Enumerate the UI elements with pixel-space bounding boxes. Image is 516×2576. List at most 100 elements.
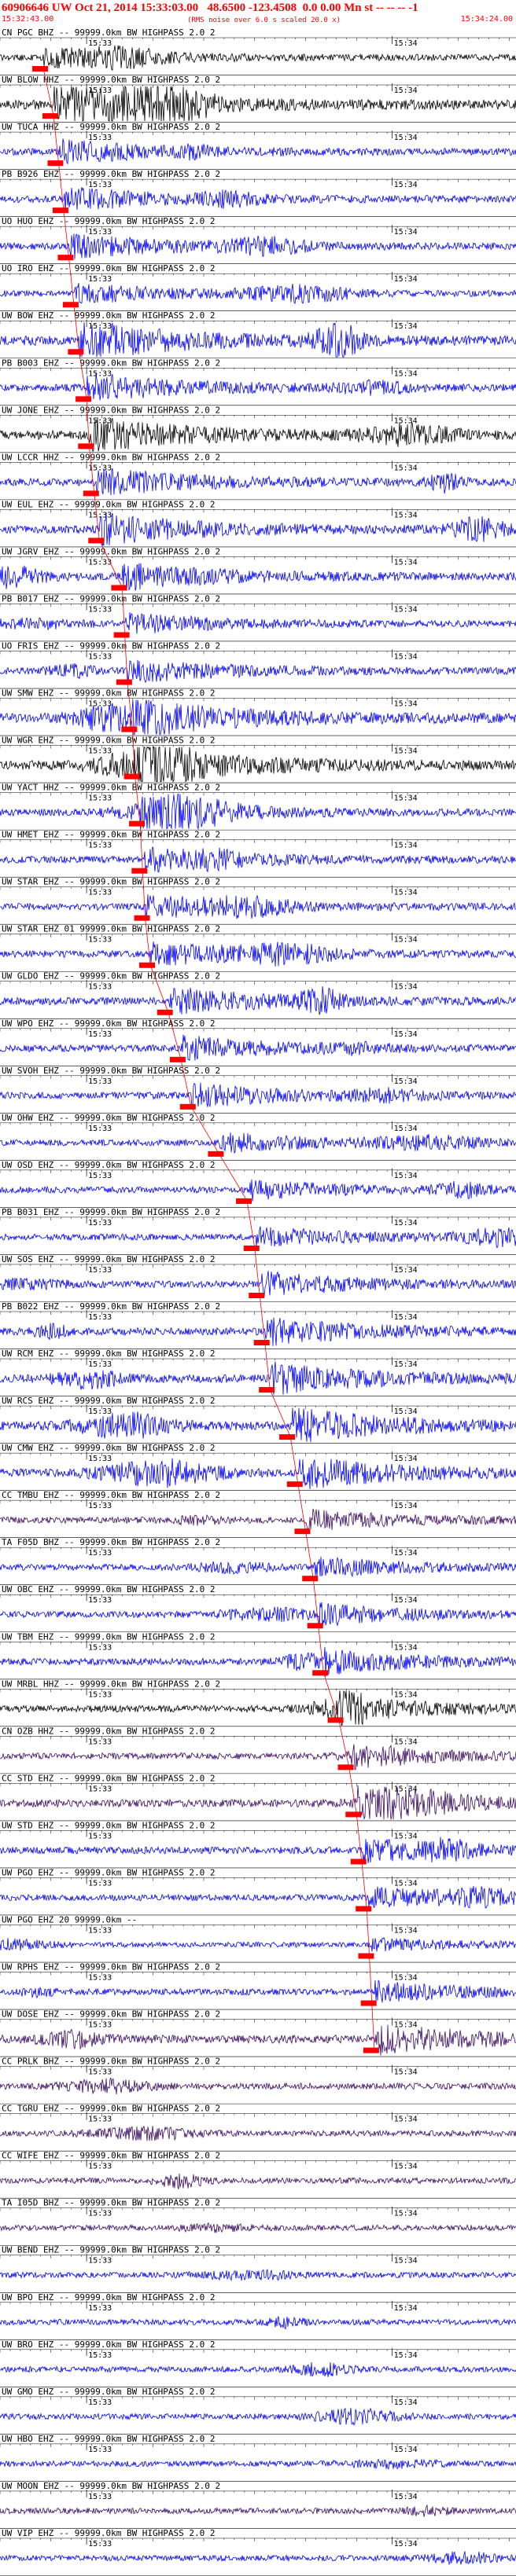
trace-row: 15:33 15:34 UW WGR EHZ -- 99999.0km BW HIG… — [0, 736, 516, 783]
pick-marker — [47, 160, 64, 167]
tick-label: 15:34 — [394, 511, 418, 519]
tick-label: 15:34 — [394, 2021, 418, 2030]
tick-label: 15:34 — [394, 322, 418, 331]
trace-label: UW TUCA HHZ -- 99999.0km BW HIGHPASS 2.0… — [2, 122, 220, 132]
trace-label: CN PGC BHZ -- 99999.0km BW HIGHPASS 2.0 … — [2, 28, 216, 38]
waveform — [0, 1937, 516, 1952]
trace-label: PB B003 EHZ -- 99999.0km BW HIGHPASS 2.0… — [2, 358, 220, 368]
trace-label: UW RPHS EHZ -- 99999.0km BW HIGHPASS 2.0… — [2, 1962, 220, 1972]
tick-label: 15:34 — [394, 2398, 418, 2407]
trace-row: 15:33 15:34 TA F05D BHZ -- 99999.0km BW HI… — [0, 1537, 516, 1586]
tick-label: 15:33 — [88, 416, 112, 425]
tick-label: 15:33 — [88, 1738, 112, 1746]
tick-label: 15:34 — [394, 2068, 418, 2077]
pick-marker — [68, 349, 84, 355]
tick-label: 15:34 — [394, 2351, 418, 2360]
trace-label: UW BLOW HHZ -- 99999.0km BW HIGHPASS 2.0… — [2, 75, 220, 85]
pick-marker — [249, 1293, 265, 1298]
waveform — [0, 1885, 516, 1909]
trace-label: UO HUO EHZ -- 99999.0km BW HIGHPASS 2.0 … — [2, 216, 216, 226]
tick-label: 15:33 — [88, 1172, 112, 1180]
tick-label: 15:33 — [88, 2210, 112, 2218]
event-title: 60906646 UW Oct 21, 2014 15:33:03.00 48.… — [2, 2, 418, 14]
pick-marker — [358, 1953, 374, 1959]
trace-label: PB B926 EHZ -- 99999.0km BW HIGHPASS 2.0… — [2, 169, 220, 179]
waveform — [0, 187, 516, 211]
tick-label: 15:33 — [88, 1266, 112, 1275]
trace-row: 15:33 15:34 UW BRO EHZ -- 99999.0km BW HIG… — [0, 2339, 516, 2387]
pick-marker — [327, 1717, 344, 1723]
trace-label: UW OHW EHZ -- 99999.0km BW HIGHPASS 2.0 … — [2, 1113, 216, 1123]
tick-label: 15:34 — [394, 1313, 418, 1322]
trace-row: 15:33 15:34 UW LCCR HHZ -- 99999.0km BW HI… — [0, 452, 516, 501]
trace-row: 15:33 15:34 PB B017 EHZ -- 99999.0km BW HI… — [0, 593, 516, 642]
waveform — [0, 1407, 516, 1443]
pick-marker — [179, 1103, 196, 1110]
tick-label: 15:33 — [88, 1360, 112, 1369]
waveform — [0, 512, 516, 546]
trace-label: UW GMO EHZ -- 99999.0km BW HIGHPASS 2.0 … — [2, 2387, 216, 2397]
trace-label: UW TBM EHZ -- 99999.0km BW HIGHPASS 2.0 … — [2, 1631, 216, 1642]
trace-label: CN OZB HHZ -- 99999.0km BW HIGHPASS 2.0 … — [2, 1726, 216, 1736]
pick-marker — [129, 820, 146, 827]
tick-label: 15:34 — [394, 1879, 418, 1888]
tick-label: 15:34 — [394, 464, 418, 472]
tick-label: 15:33 — [88, 1407, 112, 1416]
trace-label: UW STD EHZ -- 99999.0km BW HIGHPASS 2.0 … — [2, 1820, 216, 1830]
pick-marker — [337, 1764, 354, 1771]
tick-label: 15:34 — [394, 1549, 418, 1558]
waveform — [0, 468, 516, 496]
trace-row: 15:33 15:34 UW PGO EHZ 20 99999.0km -- — [0, 1914, 516, 1963]
pick-marker — [360, 2000, 377, 2006]
trace-row: 15:33 15:34 UW TBM EHZ -- 99999.0km BW HIG… — [0, 1631, 516, 1680]
waveform — [0, 2024, 516, 2056]
trace-row: 15:33 15:34 UW WPO EHZ -- 99999.0km BW HIG… — [0, 1018, 516, 1066]
pick-marker — [123, 773, 140, 780]
trace-label: UW JONE EHZ -- 99999.0km BW HIGHPASS 2.0… — [2, 405, 220, 415]
tick-label: 15:34 — [394, 1974, 418, 1983]
trace-row: 15:33 15:34 UW VIP EHZ -- 99999.0km BW HIG… — [0, 2528, 516, 2576]
waveform — [0, 1785, 516, 1820]
pick-marker — [88, 538, 105, 544]
tick-label: 15:34 — [394, 86, 418, 95]
tick-label: 15:33 — [88, 842, 112, 850]
trace-label: UW JGRV EHZ -- 99999.0km BW HIGHPASS 2.0… — [2, 546, 220, 556]
tick-label: 15:33 — [88, 181, 112, 189]
tick-label: 15:34 — [394, 794, 418, 803]
tick-label: 15:34 — [394, 1785, 418, 1793]
pick-marker — [157, 1009, 173, 1015]
tick-label: 15:34 — [394, 2163, 418, 2171]
tick-label: 15:33 — [88, 2493, 112, 2501]
tick-label: 15:33 — [88, 2398, 112, 2407]
waveform — [0, 85, 516, 122]
tick-label: 15:34 — [394, 1407, 418, 1416]
tick-label: 15:34 — [394, 369, 418, 378]
trace-row: 15:33 15:34 CC TMBU EHZ -- 99999.0km BW HI… — [0, 1490, 516, 1538]
waveform — [0, 1980, 516, 2003]
waveform — [0, 1690, 516, 1726]
tick-label: 15:34 — [394, 134, 418, 142]
tick-label: 15:34 — [394, 2210, 418, 2218]
trace-row: 15:33 15:34 UW PGO EHZ -- 99999.0km BW HIG… — [0, 1867, 516, 1916]
trace-label: UW RCM EHZ -- 99999.0km BW HIGHPASS 2.0 … — [2, 1349, 216, 1359]
tick-label: 15:33 — [88, 2163, 112, 2171]
pick-marker — [253, 1340, 270, 1346]
waveform — [0, 894, 516, 919]
trace-label: TA I05D BHZ -- 99999.0km BW HIGHPASS 2.0… — [2, 2198, 220, 2208]
waveform — [0, 2361, 516, 2377]
tick-label: 15:33 — [88, 511, 112, 519]
tick-label: 15:34 — [394, 1596, 418, 1605]
header: 60906646 UW Oct 21, 2014 15:33:03.00 48.… — [0, 0, 516, 28]
tick-label: 15:33 — [88, 936, 112, 945]
trace-label: UW EUL EHZ -- 99999.0km BW HIGHPASS 2.0 … — [2, 499, 216, 509]
pick-marker — [52, 207, 68, 214]
pick-marker — [113, 632, 130, 638]
trace-row: 15:33 15:34 UW OSD EHZ -- 99999.0km BW HIG… — [0, 1160, 516, 1208]
tick-label: 15:33 — [88, 983, 112, 992]
waveform — [0, 2077, 516, 2095]
trace-label: UW MRBL HHZ -- 99999.0km BW HIGHPASS 2.0… — [2, 1679, 220, 1689]
tick-label: 15:34 — [394, 700, 418, 709]
tick-label: 15:34 — [394, 1125, 418, 1133]
pick-marker — [236, 1198, 252, 1204]
waveform — [0, 1271, 516, 1297]
